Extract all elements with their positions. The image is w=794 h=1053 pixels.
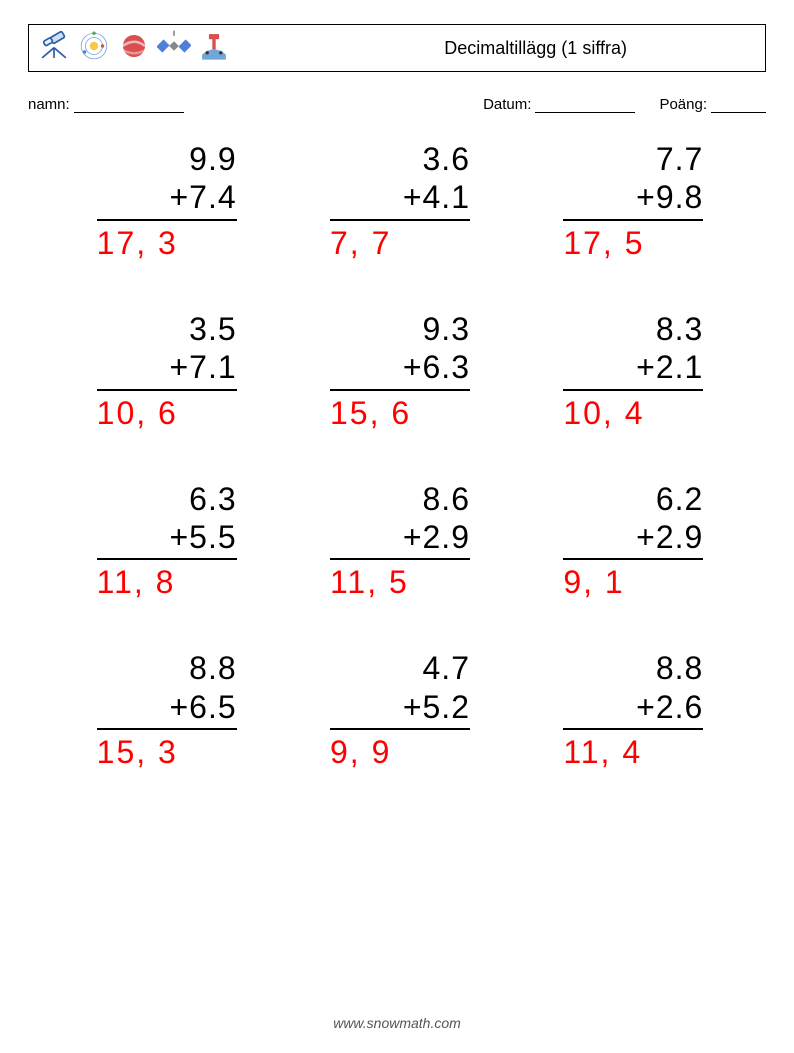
icon-row (37, 29, 231, 68)
answer: 11, 5 (330, 564, 470, 601)
operand-a: 6.3 (97, 480, 237, 518)
solar-system-icon (77, 29, 111, 68)
meta-row: namn: Datum: Poäng: (28, 96, 766, 113)
problem-cell: 8.3+2.1 10, 4 (563, 310, 703, 432)
operand-a: 8.8 (563, 649, 703, 687)
score-label: Poäng: (659, 96, 707, 113)
operand-a: 4.7 (330, 649, 470, 687)
answer: 11, 8 (97, 564, 237, 601)
answer: 15, 6 (330, 395, 470, 432)
problem-cell: 8.6+2.9 11, 5 (330, 480, 470, 602)
problems-grid: 9.9+7.4 17, 3 3.6+4.1 7, 7 7.7+9.8 17, 5 3.… (70, 140, 730, 771)
operand-a: 8.8 (97, 649, 237, 687)
problem-bar (330, 728, 470, 730)
operand-a: 8.6 (330, 480, 470, 518)
problem-bar (97, 728, 237, 730)
problem-cell: 9.3+6.3 15, 6 (330, 310, 470, 432)
answer: 11, 4 (563, 734, 703, 771)
operand-a: 7.7 (563, 140, 703, 178)
worksheet-title: Decimaltillägg (1 siffra) (444, 38, 747, 59)
rover-icon (197, 29, 231, 68)
satellite-icon (157, 29, 191, 68)
problem-bar (97, 389, 237, 391)
operand-b: +4.1 (330, 178, 470, 216)
operand-a: 6.2 (563, 480, 703, 518)
name-label: namn: (28, 96, 70, 113)
problem-bar (330, 558, 470, 560)
date-line (535, 97, 635, 113)
operand-b: +5.2 (330, 688, 470, 726)
answer: 10, 6 (97, 395, 237, 432)
date-label: Datum: (483, 96, 531, 113)
problem-cell: 6.3+5.5 11, 8 (97, 480, 237, 602)
problem-bar (563, 389, 703, 391)
planet-icon (117, 29, 151, 68)
problem-cell: 8.8+6.5 15, 3 (97, 649, 237, 771)
operand-a: 3.6 (330, 140, 470, 178)
problem-bar (563, 219, 703, 221)
operand-b: +2.1 (563, 348, 703, 386)
problem-bar (330, 389, 470, 391)
operand-b: +2.6 (563, 688, 703, 726)
answer: 17, 5 (563, 225, 703, 262)
operand-a: 9.3 (330, 310, 470, 348)
operand-a: 3.5 (97, 310, 237, 348)
operand-b: +2.9 (330, 518, 470, 556)
problem-bar (97, 558, 237, 560)
problem-cell: 6.2+2.9 9, 1 (563, 480, 703, 602)
problem-bar (97, 219, 237, 221)
name-line (74, 97, 184, 113)
operand-b: +6.3 (330, 348, 470, 386)
problem-bar (330, 219, 470, 221)
operand-b: +7.1 (97, 348, 237, 386)
operand-b: +2.9 (563, 518, 703, 556)
answer: 17, 3 (97, 225, 237, 262)
problem-cell: 3.6+4.1 7, 7 (330, 140, 470, 262)
footer-url: www.snowmath.com (0, 1015, 794, 1031)
operand-b: +6.5 (97, 688, 237, 726)
operand-a: 9.9 (97, 140, 237, 178)
header-bar: Decimaltillägg (1 siffra) (28, 24, 766, 72)
problem-bar (563, 728, 703, 730)
operand-a: 8.3 (563, 310, 703, 348)
answer: 9, 1 (563, 564, 703, 601)
answer: 9, 9 (330, 734, 470, 771)
problem-cell: 4.7+5.2 9, 9 (330, 649, 470, 771)
problem-cell: 3.5+7.1 10, 6 (97, 310, 237, 432)
operand-b: +5.5 (97, 518, 237, 556)
problem-cell: 8.8+2.6 11, 4 (563, 649, 703, 771)
answer: 10, 4 (563, 395, 703, 432)
problem-cell: 9.9+7.4 17, 3 (97, 140, 237, 262)
telescope-icon (37, 29, 71, 68)
operand-b: +7.4 (97, 178, 237, 216)
answer: 15, 3 (97, 734, 237, 771)
problem-bar (563, 558, 703, 560)
operand-b: +9.8 (563, 178, 703, 216)
score-line (711, 97, 766, 113)
problem-cell: 7.7+9.8 17, 5 (563, 140, 703, 262)
answer: 7, 7 (330, 225, 470, 262)
